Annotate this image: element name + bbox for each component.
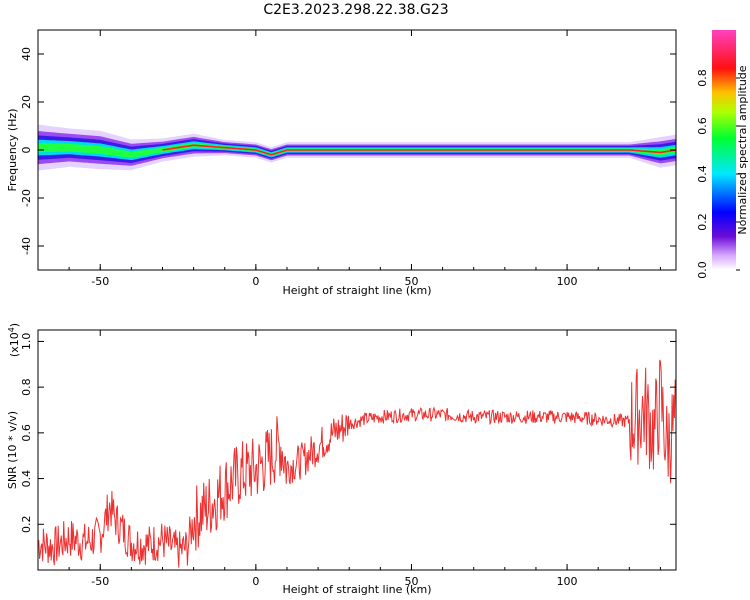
spectrogram-band	[38, 124, 676, 171]
y-tick-label: 40	[20, 47, 33, 61]
snr-ylabel: SNR (10 * v/v)	[6, 411, 19, 489]
colorbar-tick-label: 0.6	[696, 117, 709, 135]
x-tick-label: 50	[404, 275, 418, 288]
colorbar-tick-label: 0.4	[696, 165, 709, 183]
colorbar-tick-label: 0.8	[696, 69, 709, 87]
spectrogram-peak-line	[162, 144, 676, 156]
x-tick-label: -50	[91, 275, 109, 288]
spectrogram-frame	[37, 29, 677, 271]
colorbar-label: Normalized spectral amplitude	[736, 65, 749, 234]
y-tick-label: 0	[20, 147, 33, 154]
y-tick-label: 0.4	[20, 470, 33, 488]
colorbar-gradient	[712, 30, 736, 270]
x-tick-label: 0	[252, 275, 259, 288]
x-tick-label: 0	[252, 575, 259, 588]
x-tick-label: 100	[557, 275, 578, 288]
snr-multiplier: (x104)	[7, 323, 21, 357]
colorbar-tick-label: 0.2	[696, 213, 709, 231]
spectrogram-panel: -50 0 50 100 -40 -20 0 20 40 Height of straight …	[6, 29, 677, 297]
x-tick-label: -50	[91, 575, 109, 588]
snr-panel: -50 0 50 100 0.2 0.4 0.6 0.8 1.0 Height of strai…	[6, 323, 677, 596]
x-tick-label: 100	[557, 575, 578, 588]
y-tick-label: 0.8	[20, 378, 33, 396]
snr-xlabel: Height of straight line (km)	[282, 583, 431, 596]
figure-title: C2E3.2023.298.22.38.G23	[263, 2, 448, 18]
y-tick-label: 0.2	[20, 516, 33, 534]
y-tick-label: -40	[20, 237, 33, 255]
y-tick-label: 1.0	[20, 333, 33, 351]
colorbar-ticks: 0.0 0.2 0.4 0.6 0.8	[696, 69, 740, 279]
snr-series-line	[38, 359, 676, 568]
y-tick-label: 20	[20, 95, 33, 109]
y-tick-label: -20	[20, 189, 33, 207]
colorbar: 0.0 0.2 0.4 0.6 0.8 Normalized spectral ampl…	[696, 30, 749, 279]
y-tick-label: 0.6	[20, 424, 33, 442]
snr-ticks: -50 0 50 100 0.2 0.4 0.6 0.8 1.0	[20, 330, 676, 588]
colorbar-tick-label: 0.0	[696, 261, 709, 279]
spectrogram-xlabel: Height of straight line (km)	[282, 284, 431, 297]
spectrogram-ylabel: Frequency (Hz)	[6, 109, 19, 192]
x-tick-label: 50	[404, 575, 418, 588]
snr-frame	[37, 329, 677, 571]
